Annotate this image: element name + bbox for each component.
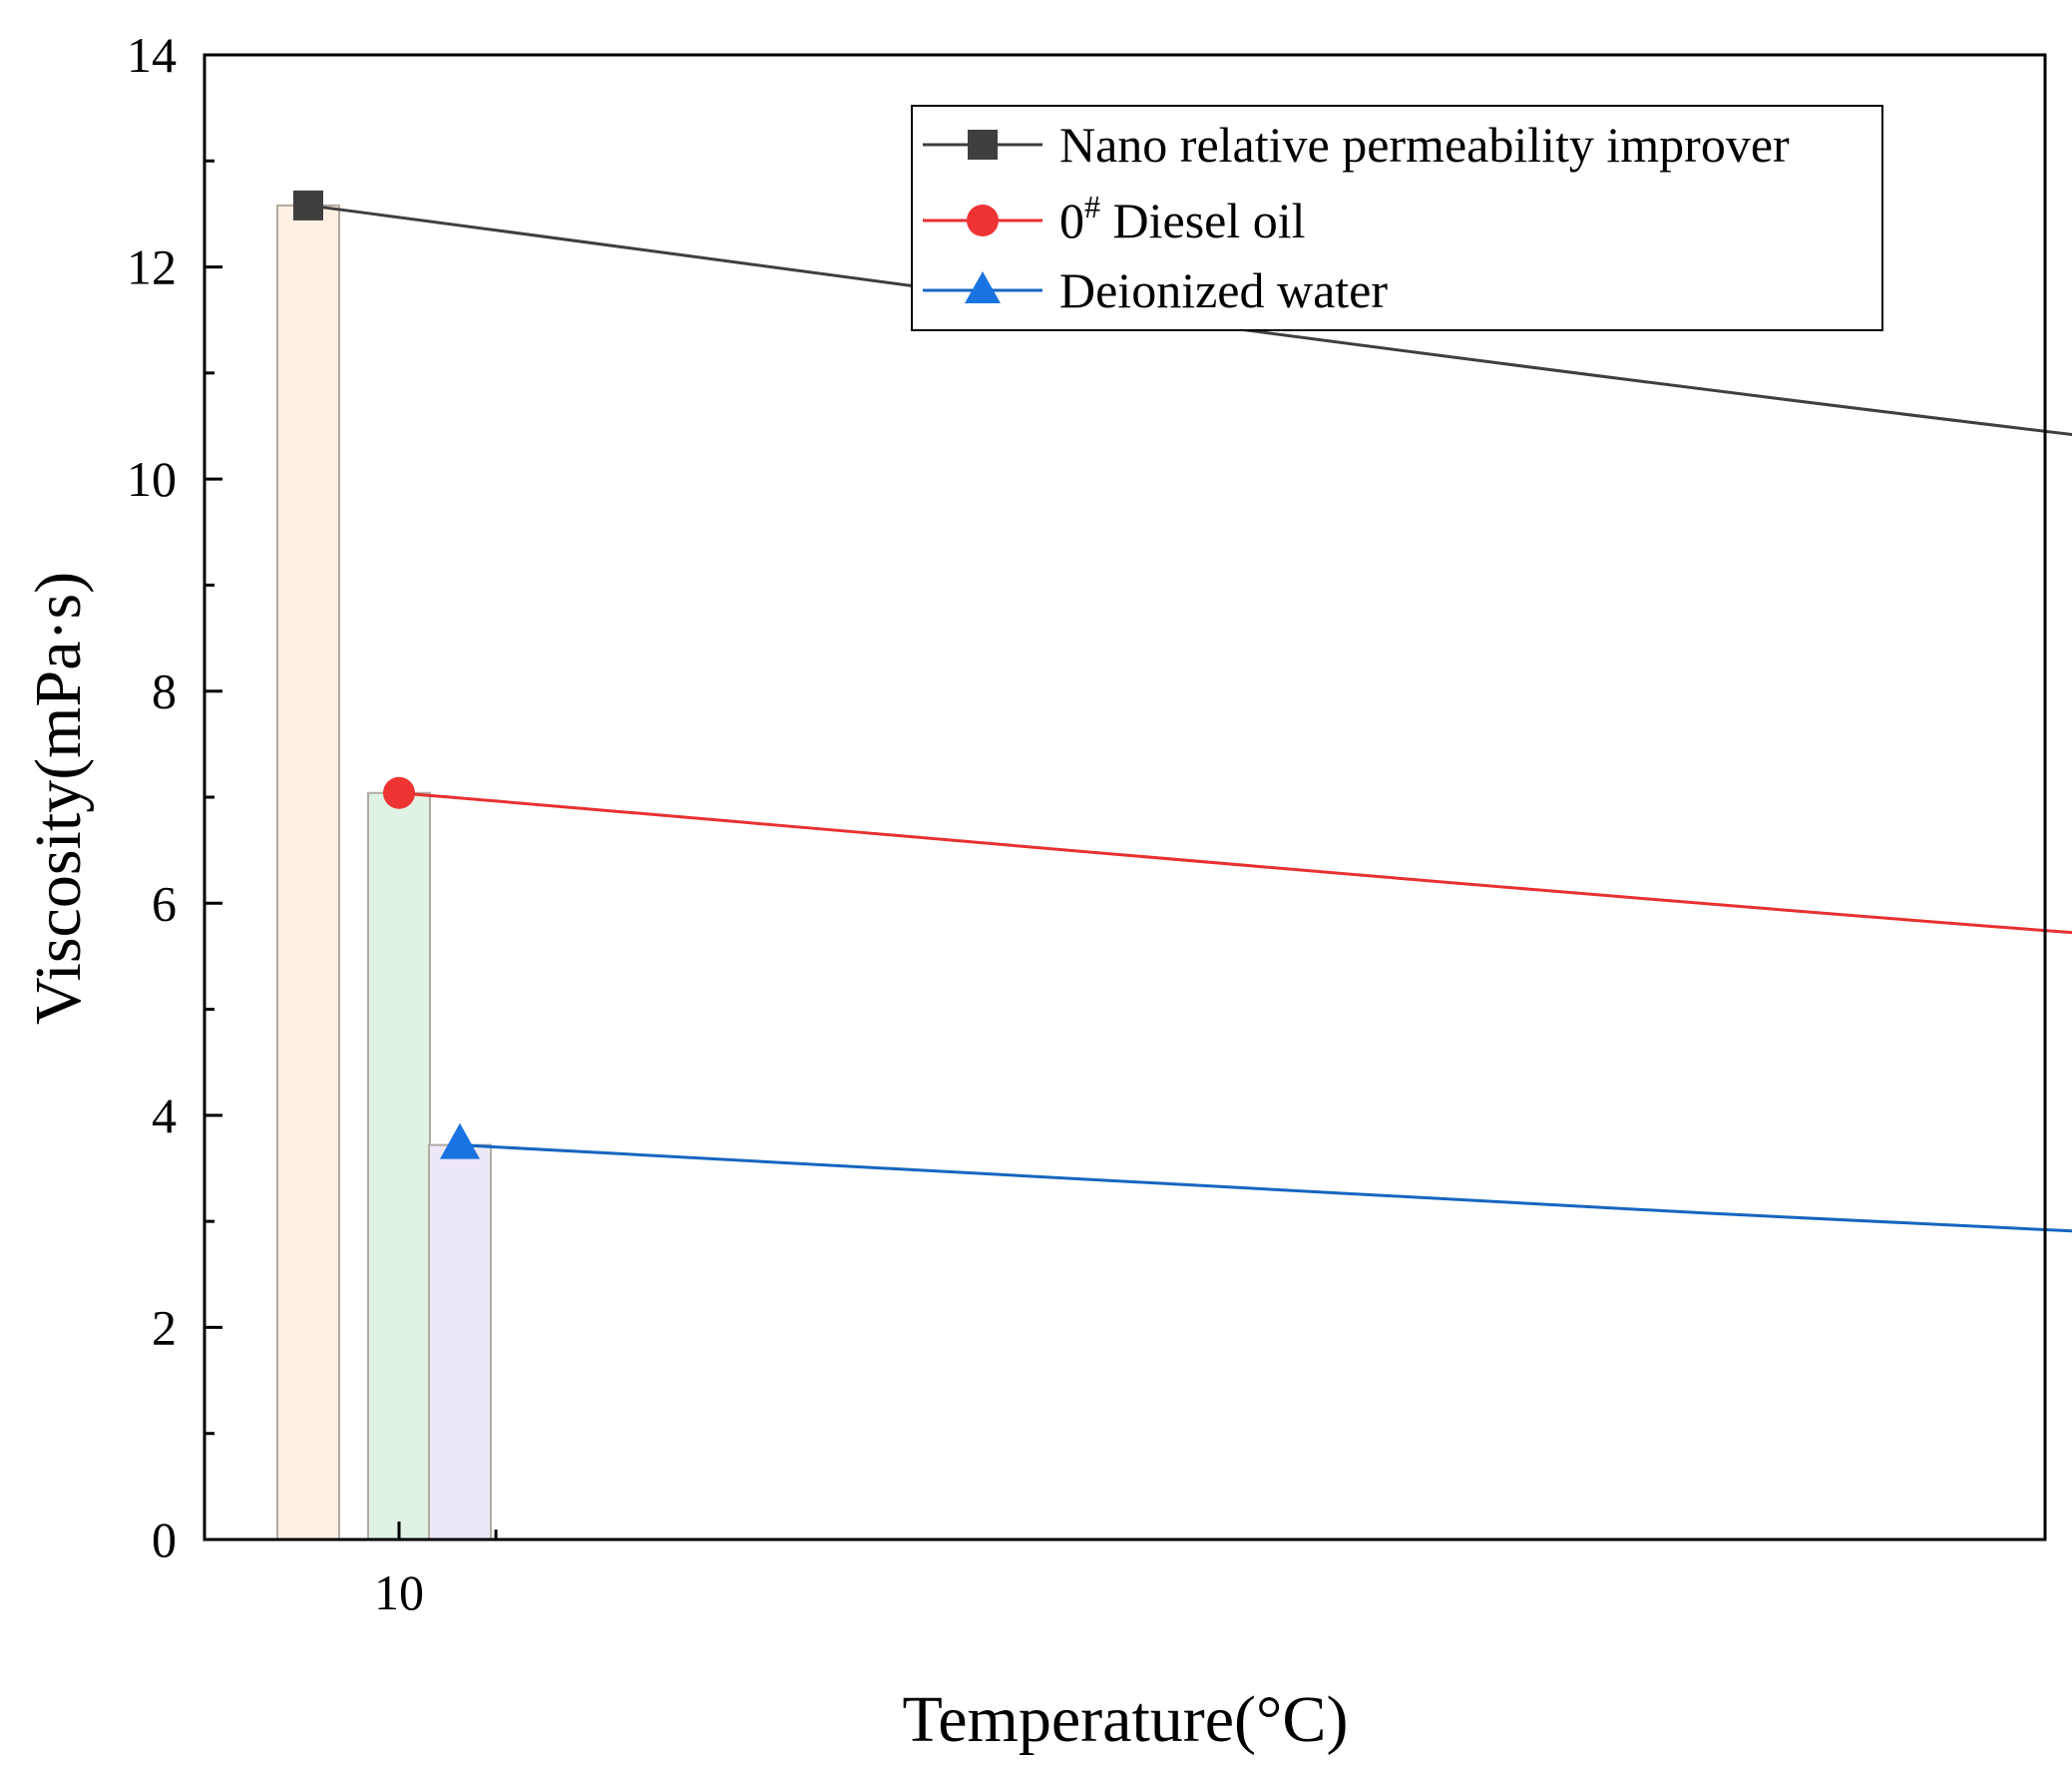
x-tick-label-10: 10 [374,1564,424,1620]
series-line-water [459,1143,2072,1234]
y-tick-label-14: 14 [127,27,177,83]
legend-label-nano: Nano relative permeability improver [1059,117,1790,173]
y-tick-label-8: 8 [152,663,177,719]
bar-diesel-10 [367,791,431,1541]
legend: Nano relative permeability improver 0# D… [911,105,1883,331]
y-tick-label-10: 10 [127,451,177,507]
bar-nano-10 [276,204,340,1542]
y-tick-label-6: 6 [152,875,177,931]
y-tick-label-4: 4 [152,1088,177,1143]
legend-marker-square [968,130,998,160]
y-tick-label-2: 2 [152,1299,177,1355]
lines-layer [307,204,2072,1234]
legend-box [911,105,1883,331]
legend-label-diesel: 0# Diesel oil [1059,189,1306,248]
legend-label-diesel-base: 0 [1059,193,1084,248]
markers-layer [293,190,480,1159]
series-line-diesel [398,791,2072,935]
legend-marker-circle [967,205,999,236]
legend-label-diesel-sup: # [1084,189,1100,224]
y-tick-label-0: 0 [152,1512,177,1567]
point-diesel-10 [383,776,415,809]
point-nano-10 [293,190,323,221]
y-tick-label-12: 12 [127,239,177,295]
y-axis-title: Viscosity(mPa·s) [22,572,95,1025]
legend-label-diesel-rest: Diesel oil [1100,193,1306,248]
x-axis-title: Temperature(°C) [903,1683,1349,1756]
ticks-layer: 02468101214102030405060708090 [127,27,498,1620]
bar-water-10 [428,1143,492,1542]
bars-layer [276,204,492,1542]
point-water-10 [440,1122,480,1159]
legend-label-water: Deionized water [1059,262,1388,318]
legend-marker-triangle [965,271,1001,303]
